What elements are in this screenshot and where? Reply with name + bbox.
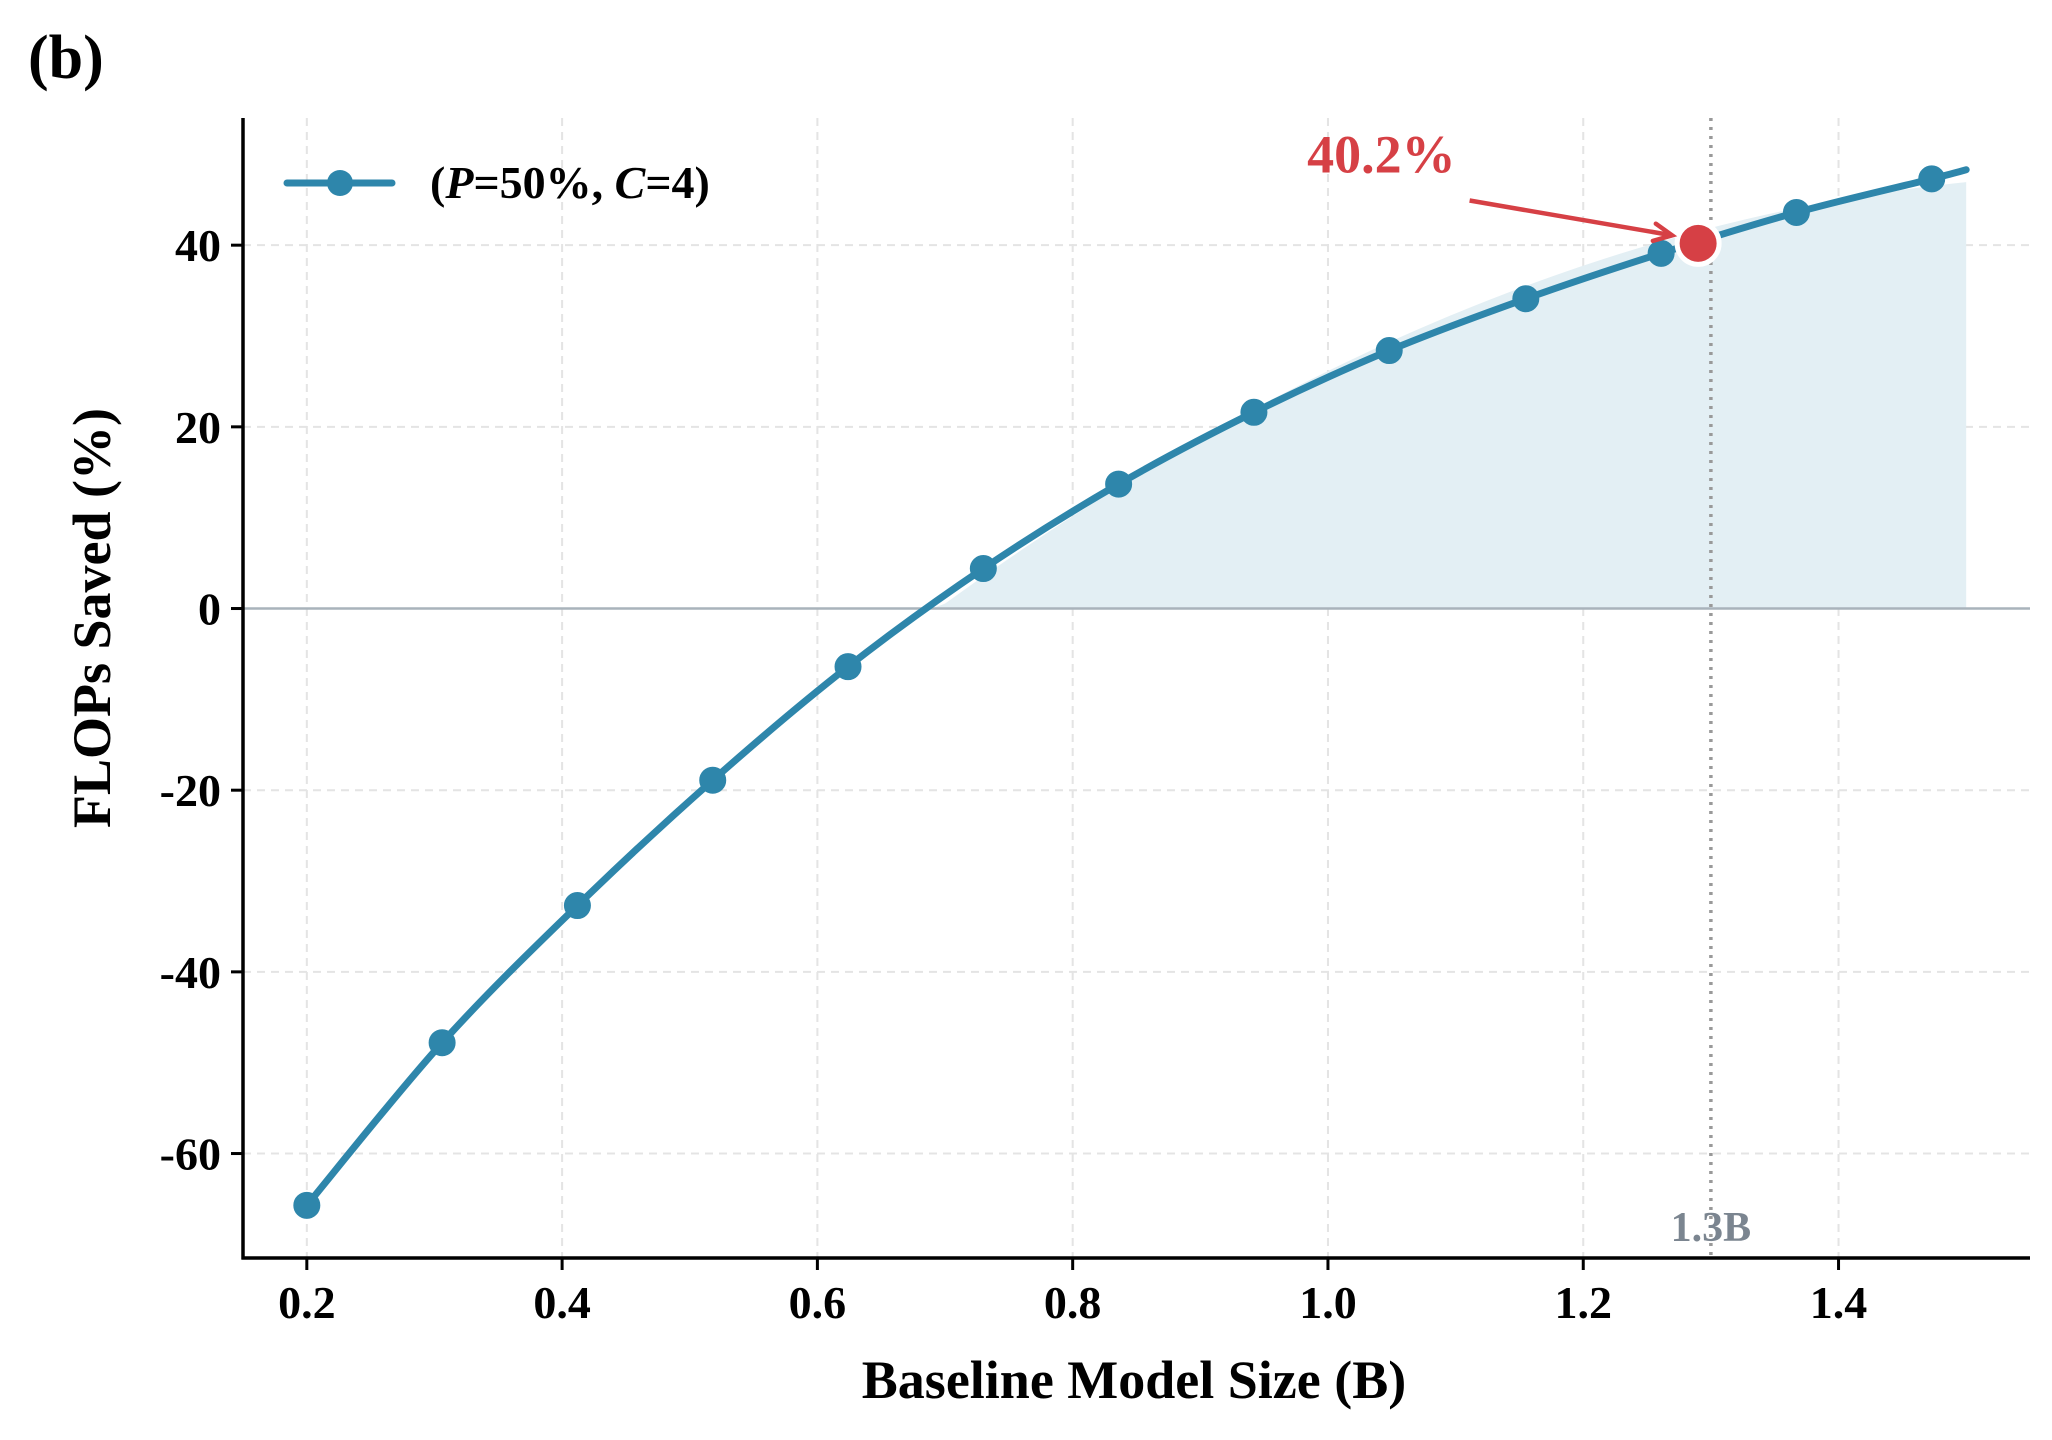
y-tick-label-4: 20	[175, 402, 221, 453]
annotation-arrowhead	[1650, 221, 1678, 244]
legend-label-part-1: P	[444, 157, 474, 208]
y-tick-label-0: -60	[160, 1129, 221, 1180]
ticks: 0.2 0.4 0.6 0.8 1.0 1.2 1.4 -60 -40 -20 0 20 40	[160, 220, 1868, 1328]
y-tick-label-2: -20	[160, 765, 221, 816]
highlight-point	[1674, 219, 1722, 267]
legend-label-part-2: =50%,	[473, 157, 614, 208]
data-point-0	[293, 1191, 321, 1219]
legend-label-part-4: =4)	[645, 157, 710, 208]
y-tick-label-1: -40	[160, 947, 221, 998]
annotation-arrow	[1469, 198, 1673, 238]
data-point-1	[428, 1029, 456, 1057]
data-point-8	[1375, 337, 1403, 365]
data-point-2	[563, 892, 591, 920]
x-axis-label: Baseline Model Size (B)	[862, 1350, 1406, 1410]
legend-marker	[327, 170, 353, 196]
annotation-text: 40.2%	[1307, 125, 1456, 185]
data-point-3	[699, 766, 727, 794]
data-point-12	[1918, 165, 1946, 193]
fill-area	[932, 182, 1967, 609]
x-tick-label-1: 0.4	[533, 1277, 591, 1328]
y-tick-label-3: 0	[198, 584, 221, 635]
x-tick-label-4: 1.0	[1299, 1277, 1357, 1328]
x-tick-label-0: 0.2	[278, 1277, 336, 1328]
reference-line-label: 1.3B	[1671, 1205, 1752, 1251]
panel-label: (b)	[28, 24, 104, 92]
data-point-10	[1647, 239, 1675, 267]
axes	[241, 118, 2030, 1260]
data-point-11	[1782, 198, 1810, 226]
y-axis-label: FLOPs Saved (%)	[62, 408, 122, 828]
x-tick-label-5: 1.2	[1555, 1277, 1613, 1328]
fill-area-layer	[932, 182, 1967, 609]
data-point-4	[834, 653, 862, 681]
x-tick-label-2: 0.6	[789, 1277, 847, 1328]
reference-line-layer: 1.3B	[1671, 118, 1752, 1258]
x-tick-label-3: 0.8	[1044, 1277, 1102, 1328]
annotation-layer: 40.2%	[1307, 125, 1722, 267]
data-point-7	[1240, 398, 1268, 426]
data-point-6	[1105, 470, 1133, 498]
y-tick-label-5: 40	[175, 220, 221, 271]
legend-label-part-0: (	[430, 157, 445, 208]
legend: (P=50%, C=4)	[283, 157, 710, 208]
x-tick-label-6: 1.4	[1810, 1277, 1868, 1328]
legend-label-part-3: C	[615, 157, 647, 208]
legend-label: (P=50%, C=4)	[430, 157, 710, 208]
data-point-5	[969, 555, 997, 583]
data-point-9	[1512, 285, 1540, 313]
